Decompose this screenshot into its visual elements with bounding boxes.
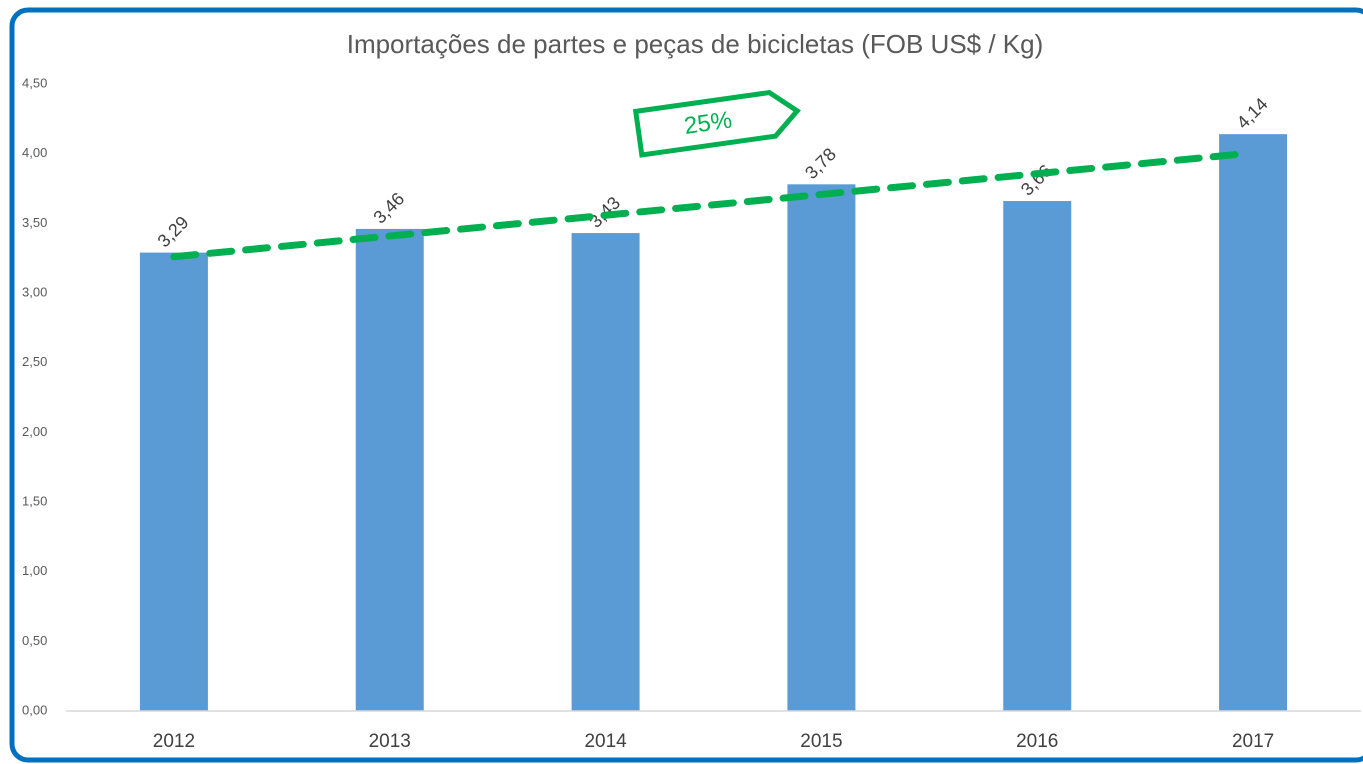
trend-line [170, 150, 1249, 261]
x-tick-label: 2017 [1232, 731, 1274, 752]
bar [139, 252, 208, 712]
y-tick-label: 3,00 [22, 284, 47, 299]
annotation: 25% [632, 89, 801, 158]
y-tick-label: 1,50 [22, 493, 47, 508]
annotation-arrow [632, 89, 801, 158]
x-tick-label: 2016 [1016, 731, 1058, 752]
y-tick-label: 0,00 [22, 702, 47, 717]
bar [1003, 201, 1072, 712]
bar [355, 228, 424, 711]
x-tick-label: 2012 [153, 731, 195, 752]
bar [571, 233, 640, 711]
y-tick-label: 2,50 [22, 354, 47, 369]
y-tick-label: 2,00 [22, 424, 47, 439]
chart-title: Importações de partes e peças de bicicle… [347, 29, 1044, 59]
x-tick-label: 2013 [369, 731, 411, 752]
annotation-text: 25% [682, 107, 733, 140]
x-tick-label: 2014 [584, 731, 627, 752]
y-tick-label: 3,50 [22, 215, 47, 230]
bar [787, 184, 856, 711]
y-tick-label: 1,00 [22, 563, 47, 578]
y-tick-label: 4,50 [22, 75, 47, 90]
bar [1219, 134, 1288, 711]
x-tick-label: 2015 [800, 731, 842, 752]
y-tick-label: 4,00 [22, 145, 47, 160]
y-tick-label: 0,50 [22, 633, 47, 648]
